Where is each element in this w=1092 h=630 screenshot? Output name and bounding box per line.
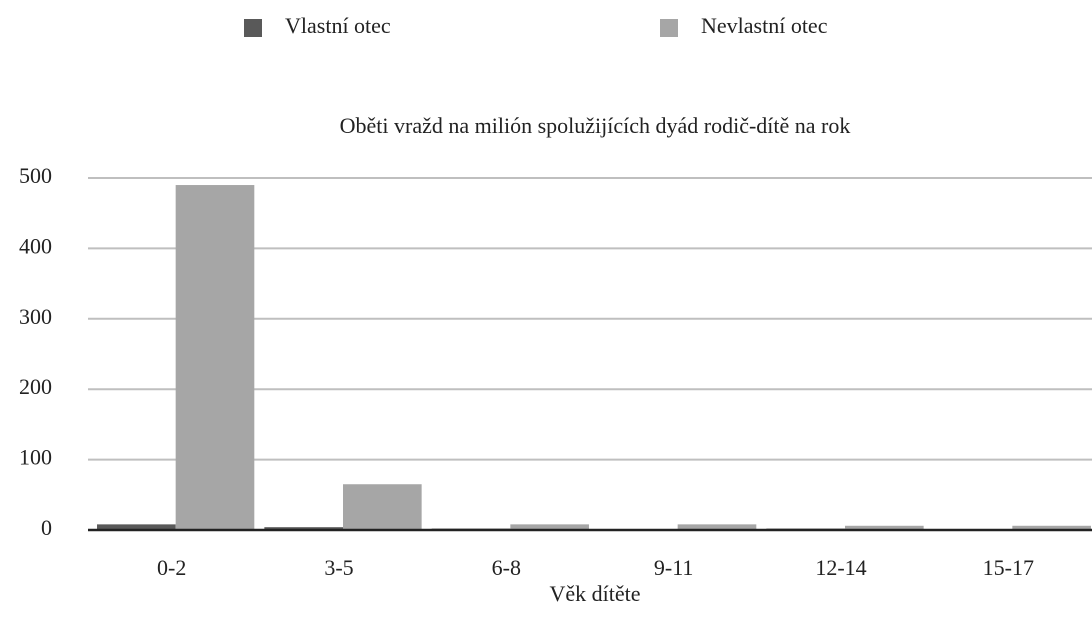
y-tick-label: 300 xyxy=(19,304,52,329)
y-tick-label: 0 xyxy=(41,515,52,540)
y-tick-label: 400 xyxy=(19,233,52,258)
legend-label: Vlastní otec xyxy=(285,13,391,38)
x-tick-label: 6-8 xyxy=(492,555,521,580)
x-tick-label: 15-17 xyxy=(983,555,1034,580)
bar xyxy=(510,524,589,530)
legend-label: Nevlastní otec xyxy=(701,13,828,38)
x-axis-label: Věk dítěte xyxy=(549,581,640,606)
x-tick-label: 9-11 xyxy=(654,555,694,580)
x-tick-label: 0-2 xyxy=(157,555,186,580)
legend-swatch xyxy=(244,19,262,37)
legend-swatch xyxy=(660,19,678,37)
bar xyxy=(175,185,255,531)
bar xyxy=(343,484,422,530)
bar xyxy=(1012,525,1091,530)
chart-title: Oběti vražd na milión spolužijících dyád… xyxy=(340,113,851,138)
bar xyxy=(677,524,757,530)
x-tick-label: 3-5 xyxy=(324,555,353,580)
bar xyxy=(264,527,343,530)
bar xyxy=(845,525,924,530)
x-tick-label: 12-14 xyxy=(815,555,866,580)
bar xyxy=(97,524,176,530)
y-tick-label: 500 xyxy=(19,163,52,188)
y-tick-label: 100 xyxy=(19,445,52,470)
y-tick-label: 200 xyxy=(19,374,52,399)
